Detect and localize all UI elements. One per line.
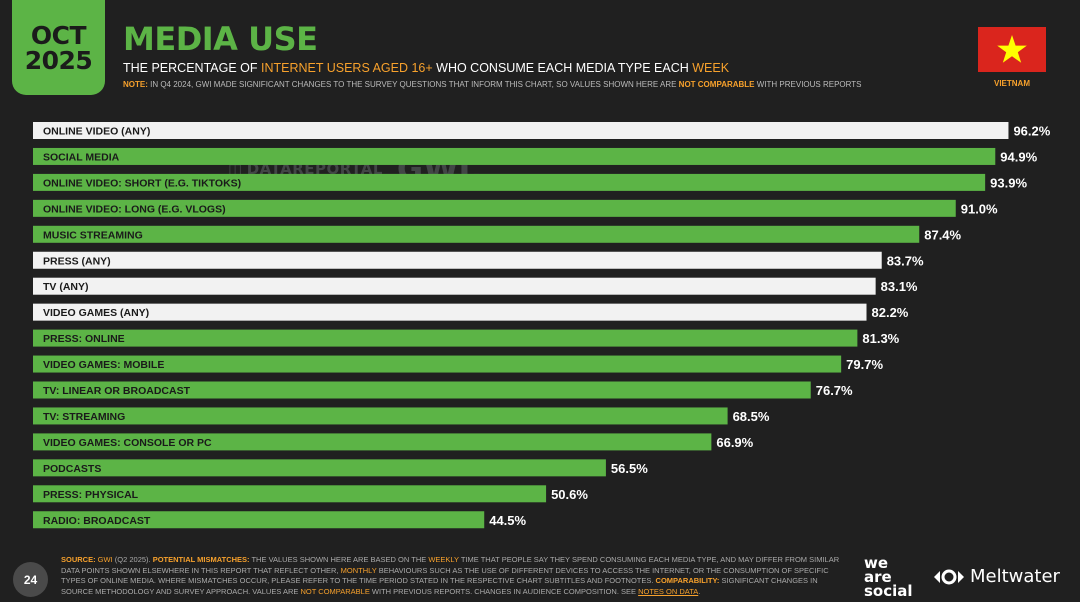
we-are-social-line-3: social [864, 582, 913, 600]
comparability-text-2: WITH PREVIOUS REPORTS. CHANGES IN AUDIEN… [369, 586, 639, 596]
page-subtitle: THE PERCENTAGE OF INTERNET USERS AGED 16… [123, 61, 729, 75]
mismatch-label: POTENTIAL MISMATCHES: [152, 555, 250, 564]
bar-podcasts [33, 459, 606, 477]
value-label-press-any: 83.7% [887, 253, 924, 268]
bar-social-media [33, 147, 996, 165]
value-label-music-streaming: 87.4% [924, 227, 961, 242]
meltwater-text: Meltwater [970, 566, 1060, 587]
page-number: 24 [13, 562, 48, 597]
source-label: SOURCE: [61, 555, 96, 564]
category-label-online-video-any: ONLINE VIDEO (ANY) [43, 126, 150, 138]
value-label-online-video-long-e-g-vlogs: 91.0% [961, 201, 998, 216]
category-label-tv-streaming: TV: STREAMING [43, 411, 125, 423]
note-highlight: NOT COMPARABLE [678, 80, 755, 89]
value-label-online-video-any: 96.2% [1013, 124, 1050, 139]
value-label-online-video-short-e-g-tiktoks: 93.9% [990, 175, 1027, 190]
bar-tv-any [33, 277, 876, 295]
category-label-press-online: PRESS: ONLINE [43, 333, 125, 345]
comparability-label: COMPARABILITY: [655, 576, 720, 585]
category-label-online-video-long-e-g-vlogs: ONLINE VIDEO: LONG (E.G. VLOGS) [43, 203, 226, 215]
subtitle-pre: THE PERCENTAGE OF [123, 61, 261, 75]
bar-video-games-any [33, 303, 867, 321]
category-label-video-games-mobile: VIDEO GAMES: MOBILE [43, 359, 164, 371]
subtitle-highlight-audience: INTERNET USERS AGED 16+ [260, 61, 433, 75]
date-month: OCT [30, 20, 87, 50]
bar-music-streaming [33, 225, 920, 243]
notes-on-data-link[interactable]: NOTES ON DATA [638, 586, 699, 596]
value-label-video-games-mobile: 79.7% [846, 357, 883, 372]
category-label-social-media: SOCIAL MEDIA [43, 151, 120, 163]
meltwater-logo: Meltwater [932, 566, 1060, 587]
note-label: NOTE: [123, 80, 148, 89]
date-badge: OCT 2025 [12, 0, 105, 95]
category-label-tv-any: TV (ANY) [43, 281, 89, 293]
subtitle-highlight-week: WEEK [692, 61, 730, 75]
value-label-tv-any: 83.1% [881, 279, 918, 294]
value-label-press-physical: 50.6% [551, 487, 588, 502]
bar-tv-streaming [33, 407, 728, 425]
source-gwi: GWI [95, 555, 113, 564]
category-label-tv-linear-or-broadcast: TV: LINEAR OR BROADCAST [43, 385, 191, 397]
category-label-music-streaming: MUSIC STREAMING [43, 229, 143, 241]
page-title: MEDIA USE [123, 20, 318, 58]
bar-press-physical [33, 485, 547, 503]
source-text: (Q2 2025). [112, 555, 153, 564]
value-label-video-games-console-or-pc: 66.9% [716, 435, 753, 450]
value-label-press-online: 81.3% [862, 331, 899, 346]
note-text: IN Q4 2024, GWI MADE SIGNIFICANT CHANGES… [147, 80, 679, 89]
bar-radio-broadcast [33, 511, 485, 529]
not-comparable-highlight: NOT COMPARABLE [300, 586, 370, 596]
subtitle-mid: WHO CONSUME EACH MEDIA TYPE EACH [432, 61, 693, 75]
category-label-podcasts: PODCASTS [43, 463, 101, 475]
category-label-online-video-short-e-g-tiktoks: ONLINE VIDEO: SHORT (E.G. TIKTOKS) [43, 177, 241, 189]
chart-note: NOTE: IN Q4 2024, GWI MADE SIGNIFICANT C… [123, 80, 862, 89]
category-label-video-games-any: VIDEO GAMES (ANY) [43, 307, 149, 319]
we-are-social-logo: we are social [864, 554, 913, 600]
value-label-radio-broadcast: 44.5% [489, 513, 526, 528]
value-label-tv-streaming: 68.5% [733, 409, 770, 424]
value-label-tv-linear-or-broadcast: 76.7% [816, 383, 853, 398]
bar-online-video-short-e-g-tiktoks [33, 173, 986, 191]
bar-video-games-console-or-pc [33, 433, 712, 451]
category-label-video-games-console-or-pc: VIDEO GAMES: CONSOLE OR PC [43, 437, 212, 449]
bar-press-any [33, 251, 882, 269]
bar-online-video-long-e-g-vlogs [33, 199, 956, 217]
value-label-social-media: 94.9% [1000, 149, 1037, 164]
weekly-highlight: WEEKLY [428, 555, 459, 564]
bar-online-video-any [33, 122, 1009, 139]
we-are-social-line-1: we [864, 554, 889, 572]
bar-press-online [33, 329, 858, 347]
bar-tv-linear-or-broadcast [33, 381, 811, 399]
category-label-radio-broadcast: RADIO: BROADCAST [43, 515, 151, 527]
date-year: 2025 [24, 45, 93, 75]
footer-notes: SOURCE: GWI (Q2 2025). POTENTIAL MISMATC… [61, 555, 841, 597]
we-are-social-line-2: are [864, 568, 892, 586]
mismatch-text-1: THE VALUES SHOWN HERE ARE BASED ON THE [249, 555, 429, 564]
category-label-press-any: PRESS (ANY) [43, 255, 111, 267]
category-label-press-physical: PRESS: PHYSICAL [43, 489, 139, 501]
value-label-video-games-any: 82.2% [872, 305, 909, 320]
value-label-podcasts: 56.5% [611, 461, 648, 476]
footer-end: . [698, 586, 701, 596]
bar-video-games-mobile [33, 355, 842, 373]
mismatch-text-3: BEHAVIOURS SUCH AS THE USE OF DIFFERENT … [61, 565, 829, 586]
comparability-text-1: SIGNIFICANT CHANGES IN SOURCE METHODOLOG… [61, 576, 818, 596]
meltwater-icon [934, 569, 964, 584]
vietnam-flag-icon [978, 27, 1046, 72]
monthly-highlight: MONTHLY [340, 565, 377, 575]
note-end: WITH PREVIOUS REPORTS [754, 80, 862, 89]
country-label: VIETNAM [994, 79, 1030, 88]
mismatch-text-2: TIME THAT PEOPLE SAY THEY SPEND CONSUMIN… [61, 555, 840, 575]
